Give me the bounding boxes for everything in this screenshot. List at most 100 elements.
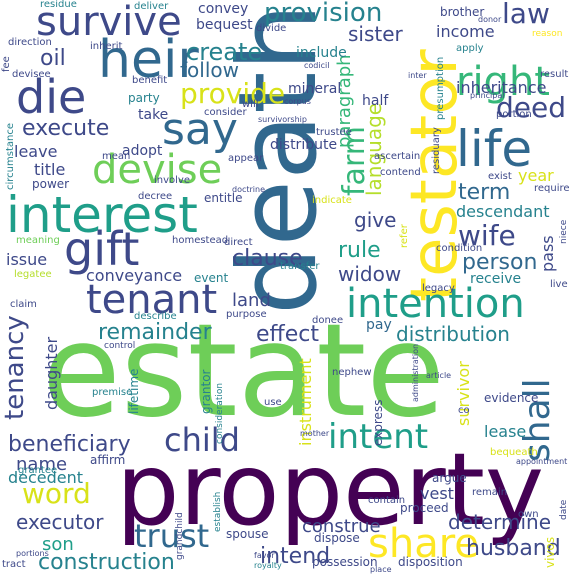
word-mineral: mineral [288,81,342,97]
word-heir: heir [98,30,199,90]
word-survivorship: survivorship [258,115,307,124]
word-deed: deed [496,91,566,124]
word-rule: rule [338,238,381,263]
word-person: person [462,250,538,275]
word-circumstance: circumstance [5,123,16,190]
word-trust: trust [134,517,210,555]
word-year: year [518,166,554,185]
word-construe: construe [302,516,381,537]
word-premise: premise [92,387,133,398]
word-child: child [164,421,240,459]
word-provision: provision [264,0,383,28]
word-party: party [128,91,160,105]
word-legatee: legatee [14,269,52,280]
word-leave: leave [14,142,58,161]
word-word: word [22,477,91,510]
word-possession: possession [312,555,378,569]
word-determine: determine [448,510,552,534]
word-grandchild: grandchild [175,512,185,560]
word-give: give [354,208,397,232]
word-ascertain: ascertain [374,151,421,162]
word-refer: refer [399,224,410,248]
word-reason: reason [532,29,563,39]
word-issue: issue [6,250,48,269]
word-devisee: devisee [12,69,51,80]
word-sister: sister [348,22,403,46]
word-divide: divide [256,23,287,34]
word-husband: husband [466,536,561,561]
word-intend: intend [260,544,331,569]
word-pay: pay [366,317,392,333]
word-bequeath: bequeath [490,447,538,458]
word-beneficiary: beneficiary [8,432,131,457]
word-principal: principal [470,91,505,100]
word-power: power [32,177,70,191]
word-receive: receive [470,271,522,287]
word-remain: remain [472,487,508,498]
word-condition: condition [436,243,483,254]
word-co: co [458,405,470,416]
word-article: article [426,371,452,380]
word-adopt: adopt [122,143,163,159]
word-title: title [34,160,66,179]
word-fee: fee [1,56,12,72]
word-decedent: decedent [8,468,84,487]
word-benefit: benefit [132,75,168,86]
word-vest: vest [420,484,454,503]
word-intention: intention [346,281,525,327]
word-doctrine: doctrine [232,185,266,194]
word-appear: appear [228,153,264,164]
word-gift: gift [64,222,140,276]
word-deliver: deliver [134,1,169,12]
word-tract: tract [2,559,26,570]
word-niece: niece [559,219,569,244]
word-tenancy: tenancy [0,315,30,420]
word-right: right [456,59,550,105]
word-land: land [232,290,271,311]
word-clause: clause [232,246,303,271]
word-require: require [534,183,570,194]
word-spouse: spouse [226,527,269,541]
word-donor: donor [478,15,502,24]
word-trustee: trustee [316,127,352,138]
word-proceed: proceed [400,501,449,515]
word-own: own [518,509,539,520]
word-exist: exist [488,171,512,182]
word-property: property [116,431,545,548]
word-express: express [371,399,385,446]
word-follow: follow [180,58,239,82]
word-result: result [540,69,569,80]
word-disposition: disposition [398,555,463,569]
word-entitle: entitle [204,191,243,205]
word-indicate: indicate [312,195,352,206]
word-claim: claim [10,299,37,310]
word-grantee: grantee [18,465,58,476]
word-apply: apply [456,43,484,54]
word-vivos: vivos [543,536,557,568]
word-estate: estate [42,297,445,446]
word-inherit: inherit [90,41,123,52]
word-construction: construction [38,550,175,575]
word-survivor: survivor [454,361,473,426]
word-create: create [186,38,263,66]
word-contend: contend [380,167,421,178]
word-devise: devise [92,147,223,193]
word-presumption: presumption [435,56,446,120]
word-homestead: homestead [172,235,229,246]
word-involve: involve [154,175,191,186]
word-widow: widow [338,262,402,286]
word-executor: executor [16,510,104,534]
word-tenant: tenant [86,277,218,323]
word-effect: effect [256,322,319,347]
word-take: take [138,107,169,123]
word-name: name [16,454,68,475]
word-inheritance: inheritance [456,78,547,97]
word-remainder: remainder [98,320,212,345]
word-residuary: residuary [431,127,442,174]
word-half: half [362,93,389,109]
word-date: date [559,499,569,520]
word-portions: portions [16,549,49,558]
word-wife: wife [458,219,516,252]
word-conveyance: conveyance [86,266,183,285]
